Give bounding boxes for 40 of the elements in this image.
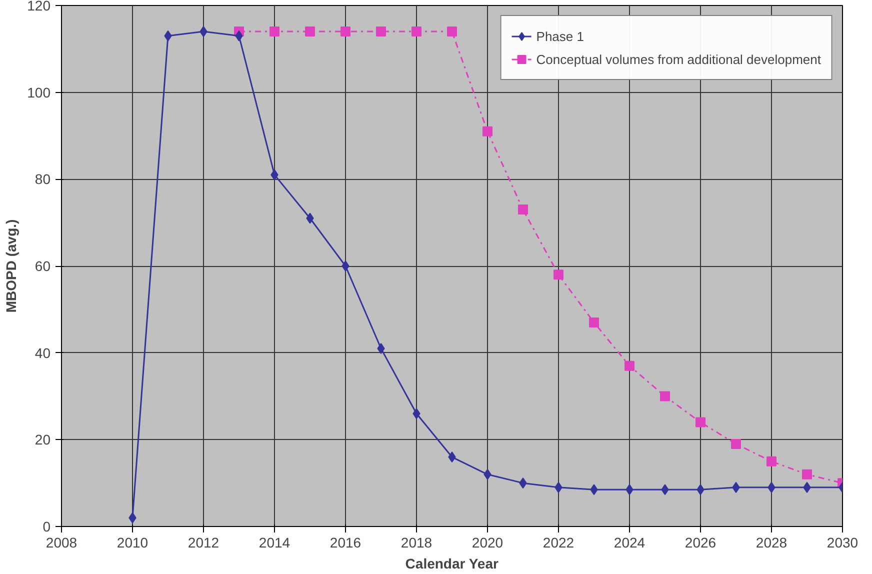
point [305,26,315,37]
point [766,456,776,466]
point [412,26,422,37]
x-tick-label: 2030 [826,534,858,550]
x-tick-label: 2022 [542,534,574,550]
y-axis-title: MBOPD (avg.) [3,219,20,313]
y-tick-label: 40 [34,344,51,361]
x-tick-label: 2008 [46,534,78,550]
y-tick-label: 80 [34,171,51,188]
y-tick-label: 20 [34,432,51,448]
point [660,391,670,402]
point [342,260,350,272]
legend-label: Conceptual volumes from additional development [536,52,821,66]
point [731,439,741,450]
x-tick-label: 2018 [400,534,432,550]
x-tick-label: 2010 [116,534,148,550]
point [376,26,386,37]
point [554,270,564,280]
x-tick-label: 2014 [258,534,290,550]
y-tick-label: 100 [27,84,51,100]
x-tick-label: 2028 [756,534,788,550]
y-tick-label: 60 [34,258,51,274]
x-tick-label: 2016 [330,534,362,550]
point [482,126,492,136]
x-tick-label: 2020 [472,534,504,550]
point [447,26,457,37]
y-tick-label: 120 [27,0,51,14]
point [589,317,599,328]
x-tick-label: 2012 [188,534,220,550]
x-axis-title: Calendar Year [405,556,499,572]
x-tick-label: 2026 [684,534,716,550]
legend-label: Phase 1 [536,28,585,44]
point [518,204,528,215]
point [696,417,706,428]
point [624,360,634,371]
point [802,469,812,480]
point [270,26,280,37]
y-tick-label: 0 [42,518,51,534]
x-tick-label: 2024 [614,534,646,550]
point [340,26,350,37]
